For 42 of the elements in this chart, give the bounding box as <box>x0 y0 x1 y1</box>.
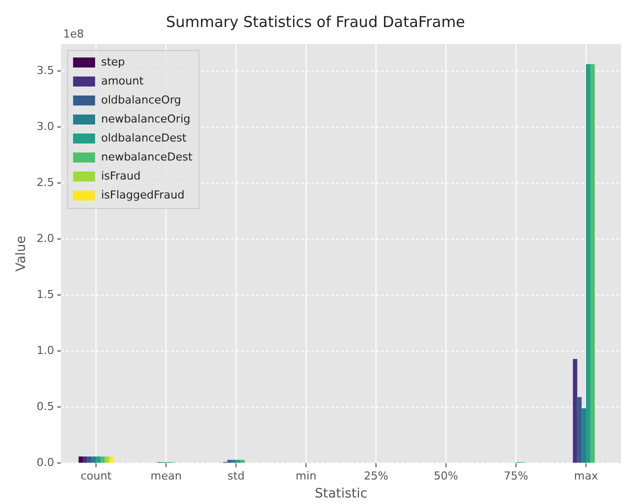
legend-label: oldbalanceDest <box>101 131 188 144</box>
y-tick-label: 3.0 <box>36 120 54 133</box>
bar <box>582 408 586 463</box>
bar <box>96 456 100 463</box>
bar <box>109 456 114 463</box>
x-tick-label: 75% <box>504 470 528 483</box>
bar <box>78 456 83 463</box>
x-tick-label: mean <box>150 470 182 483</box>
y-tick-label: 2.0 <box>36 232 54 245</box>
x-tick-label: 50% <box>434 470 458 483</box>
y-tick-label: 2.5 <box>36 176 54 189</box>
legend-label: step <box>101 55 125 68</box>
bar <box>92 456 96 463</box>
text: 1e8 <box>63 27 84 40</box>
y-tick-label: 3.5 <box>36 64 54 77</box>
x-tick-label: max <box>574 470 598 483</box>
y-tick-label: 0.5 <box>36 400 54 414</box>
x-tick-label: 25% <box>364 470 388 483</box>
bar <box>590 64 595 463</box>
chart-title: Summary Statistics of Fraud DataFrame <box>166 12 466 31</box>
y-axis-title: Value <box>14 236 30 272</box>
bar <box>236 460 240 463</box>
bar <box>586 64 590 463</box>
x-tick-label: std <box>228 470 245 483</box>
legend-label: isFlaggedFraud <box>101 188 184 202</box>
y-tick-label: 1.0 <box>36 344 54 357</box>
bar <box>577 397 582 463</box>
x-tick-label: count <box>80 470 112 483</box>
bar <box>82 456 88 463</box>
legend-label: oldbalanceOrg <box>101 93 182 106</box>
legend-label: newbalanceOrig <box>101 112 190 126</box>
legend-label: amount <box>101 74 144 88</box>
legend-label: isFraud <box>101 169 141 182</box>
y-tick-label: 1.5 <box>36 288 54 301</box>
legend-label: newbalanceDest <box>101 150 194 164</box>
bar <box>240 460 245 463</box>
y-tick-label: 0.0 <box>36 456 54 470</box>
x-axis-title: Statistic <box>314 486 368 502</box>
bar <box>572 358 578 463</box>
x-tick-label: min <box>296 470 316 483</box>
bar <box>100 456 105 463</box>
bar <box>232 460 236 463</box>
